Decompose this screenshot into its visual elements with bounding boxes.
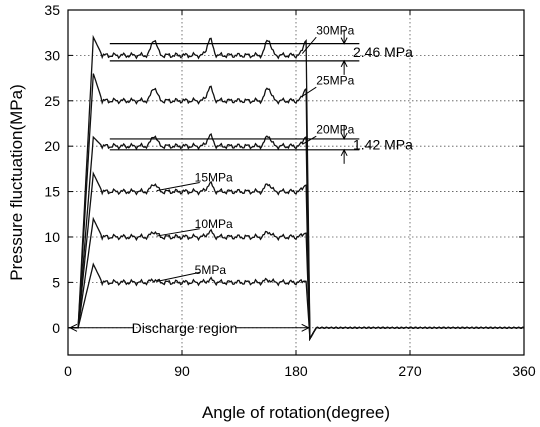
series-label: 5MPa — [195, 263, 227, 277]
band-label: 1.42 MPa — [353, 136, 413, 152]
series-line-20MPa — [68, 133, 525, 342]
series-label: 20MPa — [316, 122, 354, 136]
band-label: 2.46 MPa — [353, 44, 413, 60]
x-tick-label: 270 — [398, 363, 422, 379]
series-label: 30MPa — [316, 24, 354, 38]
series-leader-line — [156, 228, 200, 237]
series-leader-line — [156, 271, 200, 282]
x-tick-label: 0 — [64, 363, 72, 379]
x-tick-label: 180 — [284, 363, 308, 379]
series-group — [68, 34, 525, 342]
discharge-arrowhead-left — [68, 323, 78, 332]
y-tick-label: 20 — [44, 138, 60, 154]
grid — [68, 10, 524, 355]
x-tick-label: 90 — [174, 363, 190, 379]
axis-ticks: 0 90 180 270 360 0 5 10 15 20 25 30 35 — [44, 2, 535, 379]
band-arrowhead-top — [340, 37, 348, 45]
x-axis-label: Angle of rotation(degree) — [202, 403, 390, 422]
y-tick-label: 15 — [44, 184, 60, 200]
discharge-arrowhead-right — [301, 323, 310, 332]
series-label: 25MPa — [316, 73, 354, 87]
y-tick-label: 30 — [44, 47, 60, 63]
series-leader-line — [302, 86, 317, 97]
series-line-30MPa — [68, 34, 525, 342]
series-leader-line — [302, 135, 317, 145]
series-label: 15MPa — [195, 171, 233, 185]
y-tick-label: 10 — [44, 229, 60, 245]
series-leader-line — [156, 182, 200, 192]
discharge-region-label: Discharge region — [132, 320, 238, 336]
annotations: 5MPa 10MPa 15MPa 20MPa 25MPa 30MPa 2.46 MPa 1.4… — [68, 24, 413, 336]
y-tick-label: 5 — [52, 274, 60, 290]
series-leader-line — [301, 36, 317, 54]
x-tick-label: 360 — [512, 363, 536, 379]
band-arrowhead-bottom — [340, 148, 348, 157]
series-label: 10MPa — [195, 217, 233, 231]
y-tick-label: 25 — [44, 93, 60, 109]
y-tick-label: 0 — [52, 320, 60, 336]
y-tick-label: 35 — [44, 2, 60, 18]
band-arrowhead-top — [340, 132, 348, 141]
band-arrowhead-bottom — [340, 59, 348, 68]
y-axis-label: Pressure fluctuation(MPa) — [7, 84, 26, 281]
